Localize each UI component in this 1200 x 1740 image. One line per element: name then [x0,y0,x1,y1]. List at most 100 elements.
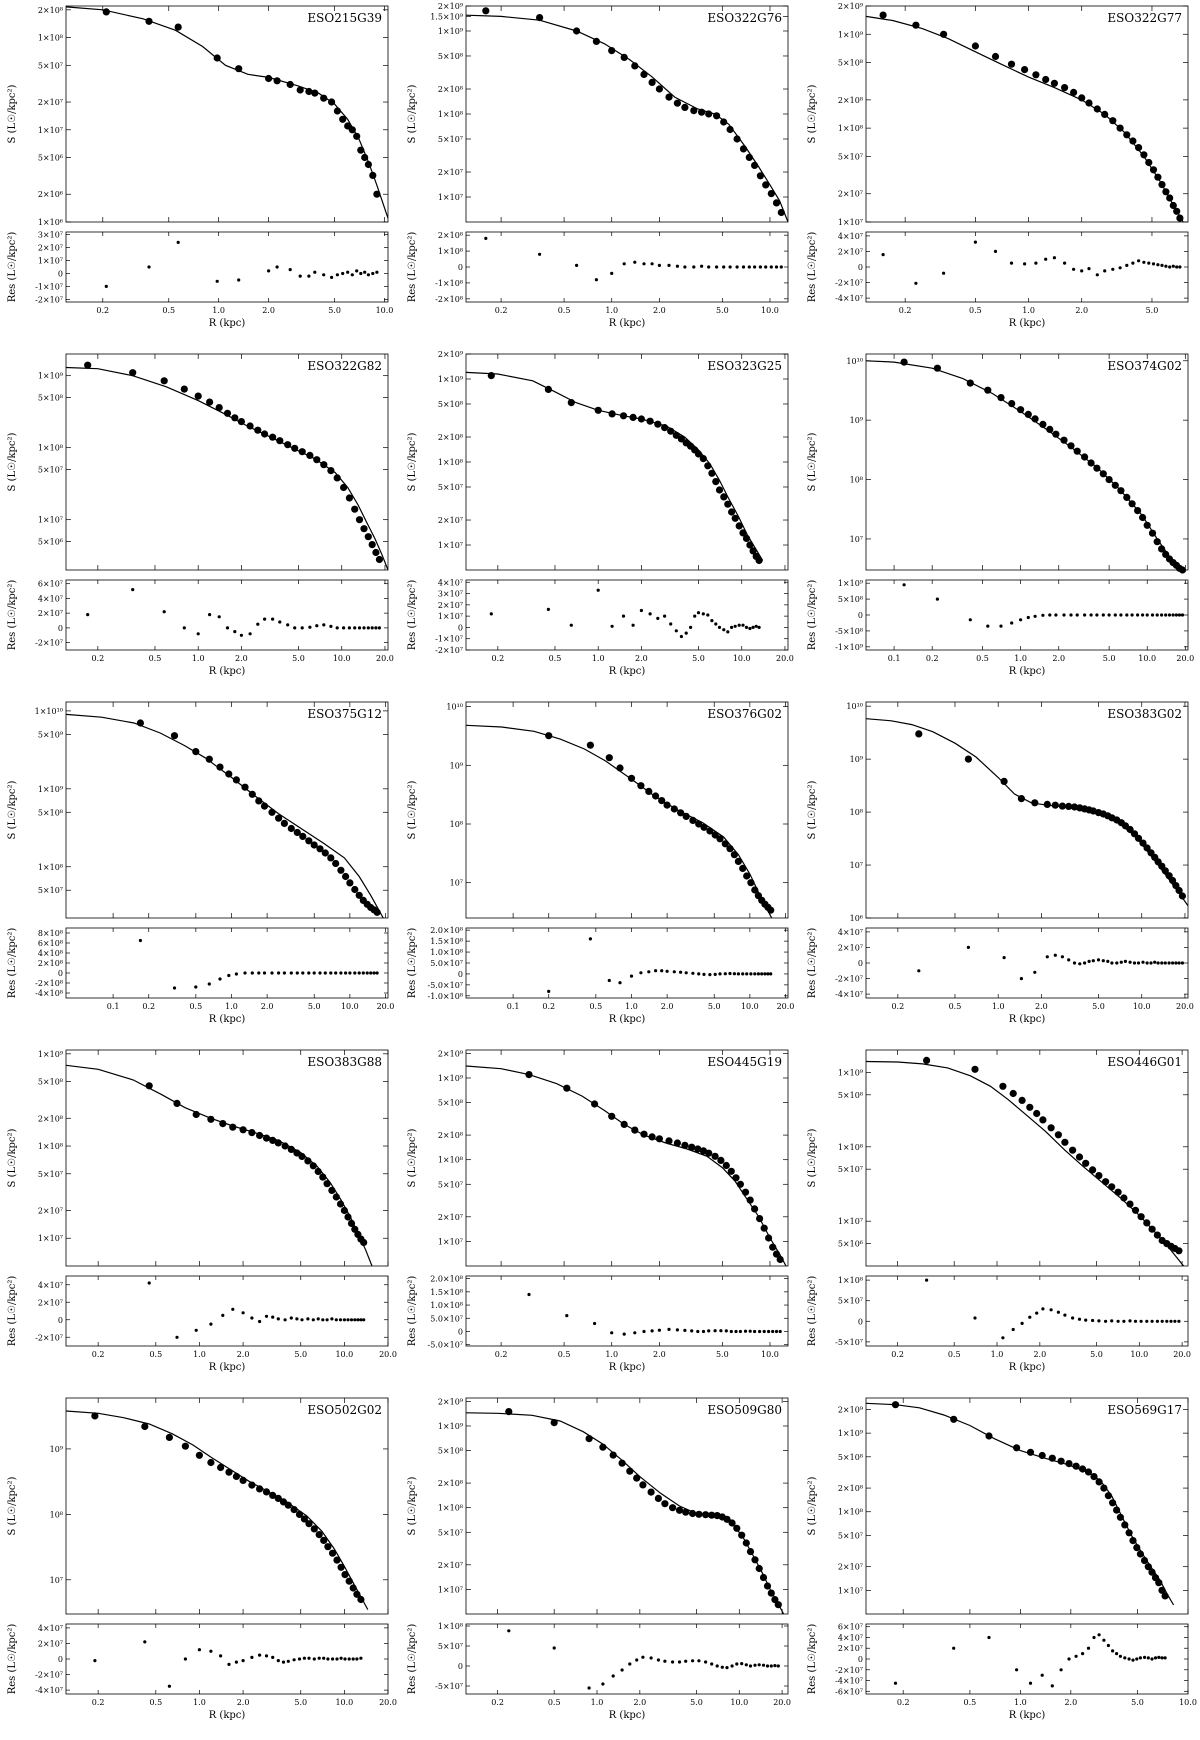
data-point [213,54,221,62]
data-point [627,774,636,782]
data-point [726,125,734,134]
y-axis-label: S (L☉/kpc²) [807,1476,818,1535]
residual-point [241,1311,245,1315]
data-point [747,879,755,887]
residual-point [329,624,333,628]
data-point [304,1157,312,1165]
x-tick-label: 2.0 [261,1002,274,1011]
data-point [274,1494,282,1502]
residual-point [131,588,135,592]
data-point [751,1556,759,1564]
residual-point [375,270,379,274]
residual-point [760,972,764,976]
y-tick-label: 1×10⁷ [838,1586,863,1595]
residual-point [329,971,333,975]
residual-point [546,607,550,611]
data-point [708,1511,716,1519]
residual-point [665,969,669,973]
data-point [360,1238,368,1247]
res-y-tick-label: 6×10⁸ [38,939,63,948]
residual-point [286,623,290,627]
res-y-tick-label: -1×10⁸ [435,279,463,288]
chart-panel-ESO322G76: ESO322G76 2×10⁹ 1.5×10⁹ 1×10⁹ 5×10⁸ 2×10⁸ 1×10… [400,0,800,348]
res-y-tick-label: 6×10⁷ [38,580,63,589]
data-point [639,1481,647,1489]
data-point [1153,538,1161,546]
data-point [661,1500,669,1508]
x-tick-label: 5.0 [716,306,729,315]
res-y-tick-label: 1×10⁸ [438,1622,463,1631]
residual-point [725,1666,729,1670]
data-point [1013,1444,1021,1452]
y-axis-label: S (L☉/kpc²) [407,432,418,491]
residual-point [225,626,230,630]
x-tick-label: 0.2 [891,1350,904,1359]
y-tick-label: 10⁷ [850,535,863,544]
residual-point [726,630,730,634]
residual-point [769,1664,773,1668]
residual-point [347,1657,351,1661]
res-y-tick-label: 4×10⁷ [838,928,863,937]
data-point [1105,476,1113,484]
residual-point [754,624,758,628]
residual-point [588,937,592,941]
x-tick-label: 5.0 [690,1698,703,1707]
chart-svg: ESO569G17 2×10⁹ 1×10⁹ 5×10⁸ 2×10⁸ 1×10⁸ 5×10⁷ 2… [807,1397,1197,1721]
residual-point [312,971,316,975]
res-y-tick-label: -5×10⁷ [435,1682,463,1691]
x-tick-label: 10.0 [1179,1698,1197,1707]
residual-point [1110,1319,1114,1323]
residual-point [1045,955,1049,959]
chart-panel-ESO322G77: ESO322G77 2×10⁹ 1×10⁹ 5×10⁸ 2×10⁸ 1×10⁸ 5×10⁷ 2… [800,0,1200,348]
residual-point [1089,613,1093,617]
x-tick-label: 10.0 [761,1350,779,1359]
residual-point [732,972,736,976]
data-point [727,1167,735,1175]
data-point [256,1485,264,1493]
residual-point [1063,1313,1067,1317]
data-point [353,132,361,140]
res-y-tick-label: 0 [858,611,863,620]
y-tick-label: 1×10⁷ [838,1217,863,1226]
data-point [1087,459,1095,467]
res-y-tick-label: 0 [58,969,63,978]
data-point [333,474,341,482]
x-tick-label: 1.0 [592,654,605,663]
x-tick-label: 10.0 [341,1002,359,1011]
y-tick-label: 1×10⁹ [38,785,64,794]
data-point [599,1443,607,1451]
res-axis-label: Res (L☉/kpc²) [807,1624,818,1695]
data-point [663,801,671,809]
chart-svg: ESO509G80 2×10⁹ 1×10⁹ 5×10⁸ 2×10⁸ 1×10⁸ 5×10⁷ 2… [407,1397,791,1721]
residual-point [271,1315,275,1319]
residual-point [657,1328,661,1332]
y-tick-label: 10⁹ [450,761,464,770]
residual-point [679,970,683,974]
data-point [1104,1492,1112,1500]
y-tick-label: 2×10⁷ [38,98,63,107]
x-tick-label: 1.0 [1022,306,1035,315]
data-point [337,866,345,874]
data-point [1082,1159,1090,1167]
residual-point [1019,977,1023,981]
res-axis-label: Res (L☉/kpc²) [407,232,418,303]
chart-svg: ESO502G02 10⁹ 10⁸ 10⁷ 0.2 0.5 1.0 2.0 5.0 10.0 20.… [7,1397,397,1721]
residual-point [1119,960,1123,964]
residual-point [741,623,745,627]
residual-point [264,1654,269,1658]
data-point [323,1180,331,1188]
residual-point [241,1659,245,1663]
x-tick-label: 10.0 [730,1698,748,1707]
data-point [1067,442,1075,450]
x-axis-label: R (kpc) [209,666,246,677]
residual-point [733,624,737,628]
data-point [755,1564,763,1573]
x-tick-label: 0.2 [491,1698,504,1707]
chart-svg: ESO322G82 1×10⁹ 5×10⁸ 1×10⁸ 5×10⁷ 1×10⁷ 5×10⁶ 0… [7,353,394,677]
data-point [375,555,383,564]
y-tick-label: 10⁸ [50,1510,63,1519]
y-tick-label: 1×10⁷ [38,126,63,135]
y-tick-label: 2×10⁷ [438,168,463,177]
residual-point [1171,264,1175,268]
